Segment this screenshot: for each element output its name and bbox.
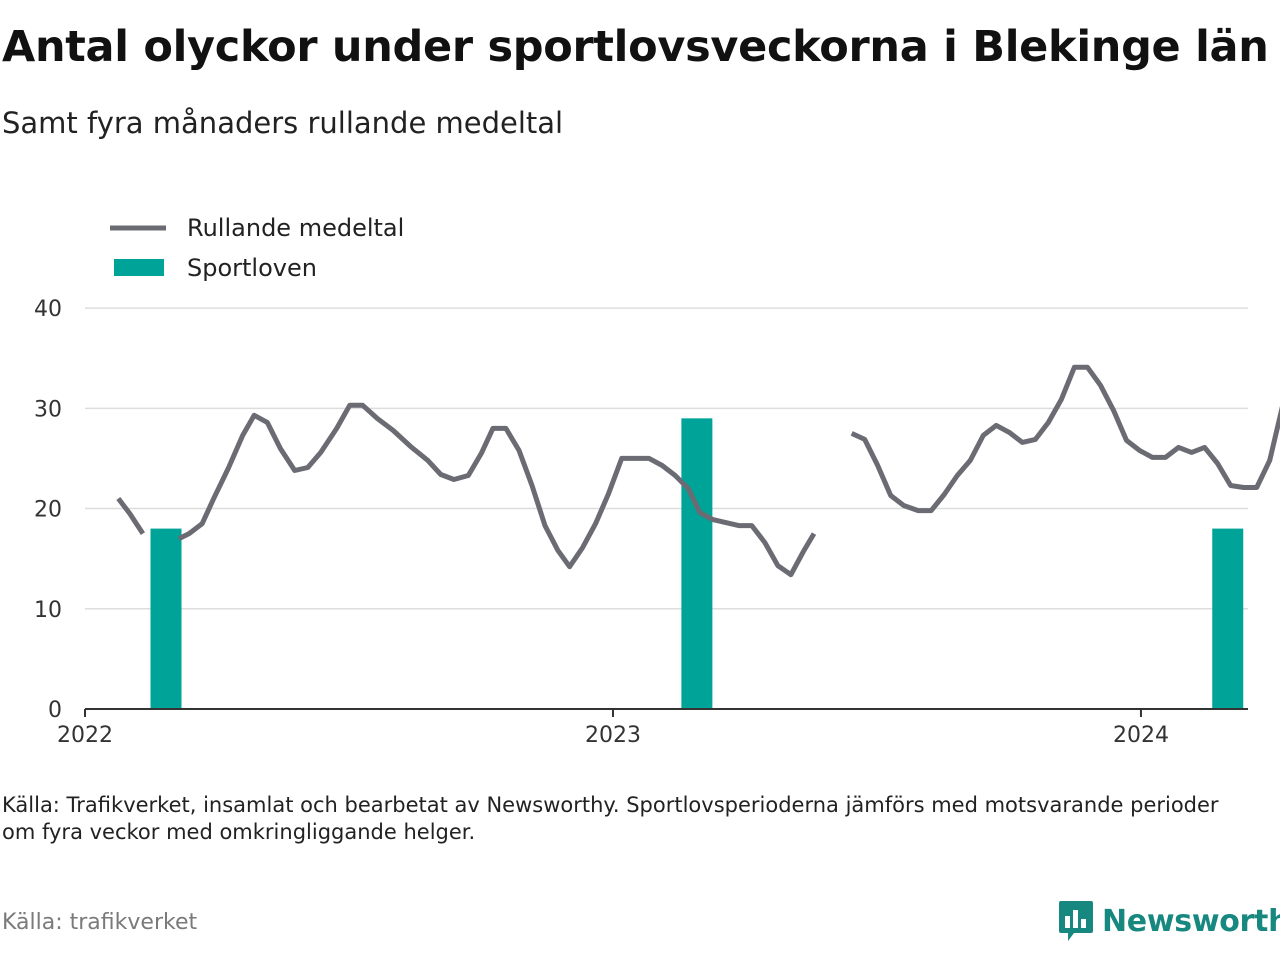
series-line — [116, 496, 145, 535]
bar — [150, 528, 182, 709]
y-tick-label: 10 — [34, 598, 62, 623]
legend: Rullande medeltal Sportloven — [100, 204, 425, 290]
x-tick-label: 2023 — [585, 723, 641, 748]
footnote: Källa: Trafikverket, insamlat och bearbe… — [2, 793, 1219, 844]
bars — [150, 418, 1244, 709]
gridlines — [85, 307, 1248, 610]
source-label: Källa: trafikverket — [2, 910, 198, 935]
y-tick-label: 0 — [48, 698, 62, 723]
x-tick-label: 2022 — [57, 723, 113, 748]
newsworthy-logo[interactable]: Newsworthy — [1058, 898, 1280, 944]
y-tick-label: 30 — [34, 397, 62, 422]
legend-label: Rullande medeltal — [187, 214, 404, 242]
chart-title: Antal olyckor under sportlovsveckorna i … — [2, 22, 1269, 72]
legend-label: Sportloven — [187, 254, 317, 282]
axes: 0 10 20 30 40 2022 2023 2024 — [34, 297, 1248, 748]
series-line — [177, 402, 817, 578]
logo-text: Newsworthy — [1102, 903, 1280, 939]
x-tick-label: 2024 — [1113, 723, 1169, 748]
y-tick-label: 40 — [34, 297, 62, 322]
series-line — [850, 364, 1280, 514]
chart: 0 10 20 30 40 2022 2023 2024 Rullande medeltal S… — [34, 204, 1280, 748]
bar — [681, 418, 713, 709]
y-tick-label: 20 — [34, 498, 62, 523]
chart-subtitle: Samt fyra månaders rullande medeltal — [2, 106, 564, 140]
lines — [116, 364, 1280, 578]
bar-chart-speech-bubble-icon — [1059, 901, 1093, 941]
bar — [1212, 528, 1244, 709]
legend-bar-swatch — [114, 259, 164, 276]
